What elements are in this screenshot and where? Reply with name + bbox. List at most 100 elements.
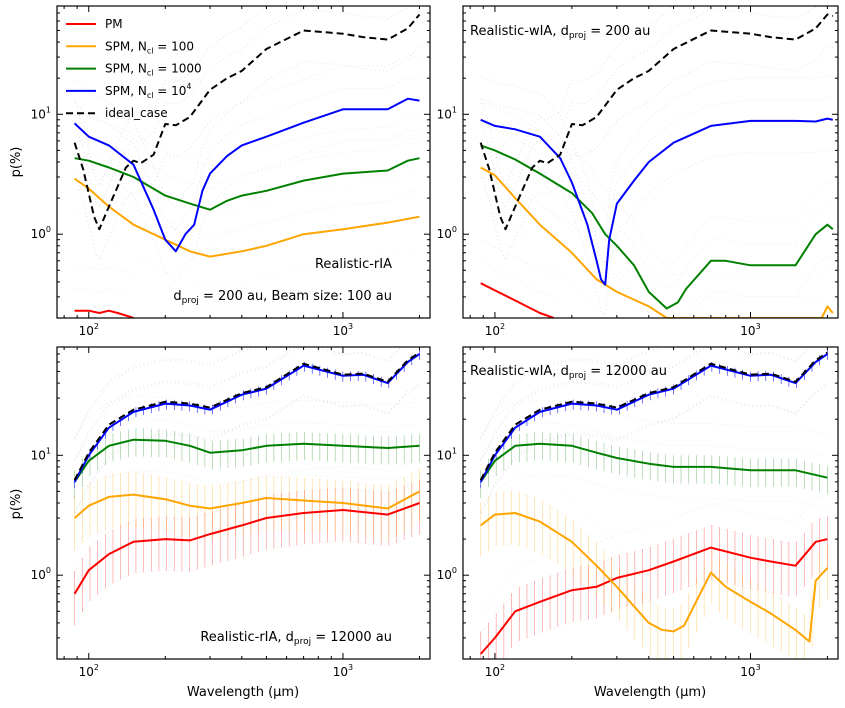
background-curve-ideal-0: [74, 347, 402, 460]
series-line-SPM10000: [479, 353, 828, 483]
y-axis-label-top: p(%): [9, 147, 24, 178]
y-tick-label: 101: [31, 105, 51, 121]
y-tick-label: 100: [437, 566, 457, 582]
legend-label-main: ideal_case: [105, 106, 168, 120]
panel1-annot-sub: proj: [182, 296, 199, 306]
y-tick-exp: 0: [46, 566, 51, 575]
panel2-annot-pre: Realistic-wIA, d: [470, 24, 569, 39]
x-tick-base: 10: [485, 324, 500, 338]
background-curve-PM-2: [75, 342, 134, 349]
legend-item-SPM100: SPM, Ncl = 100: [66, 39, 194, 55]
x-tick-label: 102: [485, 322, 505, 338]
legend-label-ideal: ideal_case: [105, 106, 168, 120]
series-line-PM: [479, 538, 828, 655]
background-curve-SPM100-1: [480, 469, 828, 600]
ticks-1: [57, 5, 430, 319]
y-tick-exp: 0: [452, 566, 457, 575]
panel1-annotation-model: Realistic-rIA: [315, 257, 392, 272]
background-curve-SPM1000-2: [480, 176, 834, 318]
background-curve-PM-1: [74, 459, 420, 551]
plot-area-1: [73, 6, 421, 349]
y-tick-label: 101: [437, 446, 457, 462]
panel2-annot-post: = 200 au: [586, 24, 650, 39]
legend-label-main: PM: [105, 17, 123, 31]
background-curve-SPM100-2: [74, 522, 420, 550]
legend-label-main: SPM, N: [105, 39, 147, 53]
x-tick-label: 103: [740, 322, 760, 338]
background-curve-SPM10000-1: [480, 74, 833, 243]
y-tick-base: 10: [437, 107, 452, 121]
y-tick-exp: 0: [452, 225, 457, 234]
panel2-annotation: Realistic-wIA, dproj = 200 au: [470, 24, 650, 41]
background-curve-SPM10000-2: [480, 149, 833, 317]
background-curve-SPM10000-0: [74, 76, 420, 232]
y-tick-exp: 0: [46, 225, 51, 234]
panel1-annot-rest: = 200 au, Beam size: 100 au: [199, 289, 392, 304]
background-curve-SPM100-2: [480, 198, 610, 318]
legend-label-sub: cl: [147, 46, 154, 55]
x-tick-label: 103: [333, 322, 353, 338]
series-line-PM: [480, 282, 555, 318]
background-curve-PM-0: [74, 289, 134, 298]
y-tick-base: 10: [31, 448, 46, 462]
background-curve-SPM100-0: [74, 469, 420, 498]
x-tick-exp: 3: [756, 322, 761, 331]
background-curve-SPM1000-0: [74, 136, 420, 190]
background-curve-SPM100-1: [74, 134, 420, 214]
x-axis-label-right: Wavelength (µm): [594, 685, 706, 700]
y-tick-base: 10: [31, 107, 46, 121]
panel3-annot-sub: proj: [294, 637, 311, 647]
y-tick-base: 10: [437, 568, 452, 582]
background-curve-SPM10000-2: [480, 384, 828, 514]
x-tick-base: 10: [79, 665, 94, 679]
series-line-SPM1000: [480, 144, 834, 310]
background-curve-SPM1000-1: [480, 399, 828, 439]
plot-area-3: [73, 347, 421, 626]
x-tick-base: 10: [79, 324, 94, 338]
y-tick-label: 100: [437, 225, 457, 241]
background-curve-PM-0: [480, 261, 554, 298]
background-curve-SPM10000-1: [74, 54, 420, 209]
panel3-annotation: Realistic-rIA, dproj = 12000 au: [200, 630, 392, 647]
ticks-3: [57, 346, 430, 660]
panel3-annot-post: = 12000 au: [311, 630, 392, 645]
x-tick-base: 10: [333, 324, 348, 338]
background-curve-PM-1: [74, 266, 134, 276]
legend-label-SPM1000: SPM, Ncl = 1000: [105, 62, 202, 78]
x-tick-base: 10: [740, 324, 755, 338]
x-tick-exp: 2: [500, 322, 505, 331]
x-tick-label: 102: [485, 663, 505, 679]
series-line-SPM100: [480, 166, 834, 318]
series-line-SPM100: [74, 177, 420, 258]
plot-area-4: [479, 347, 829, 659]
background-curve-PM-1: [480, 239, 554, 276]
y-tick-base: 10: [437, 227, 452, 241]
background-curve-SPM1000-2: [74, 188, 420, 242]
series-line-ideal: [479, 351, 828, 481]
series-line-SPM1000: [479, 442, 828, 483]
background-curve-SPM1000-1: [480, 101, 834, 266]
legend-label-SPM100: SPM, Ncl = 100: [105, 39, 194, 55]
y-axis-label-bottom: p(%): [9, 489, 24, 520]
background-curve-ideal-2: [74, 45, 420, 262]
background-curve-PM-2: [74, 533, 420, 626]
legend-label-PM: PM: [105, 17, 123, 31]
legend-label-main: SPM, N: [105, 62, 147, 76]
legend-item-PM: PM: [66, 17, 123, 31]
legend-label-sup: 4: [186, 82, 191, 91]
background-curve-SPM10000-2: [74, 129, 420, 284]
background-curve-SPM1000-1: [74, 114, 420, 167]
background-curve-SPM1000-2: [480, 474, 828, 514]
x-tick-exp: 3: [348, 663, 353, 672]
legend-item-SPM1000: SPM, Ncl = 1000: [66, 62, 202, 78]
plot-area-2: [479, 6, 834, 318]
y-tick-label: 100: [31, 225, 51, 241]
panel4-annot-post: = 12000 au: [586, 364, 667, 379]
y-tick-label: 101: [437, 105, 457, 121]
legend-item-ideal: ideal_case: [66, 106, 168, 120]
x-tick-label: 102: [79, 322, 99, 338]
